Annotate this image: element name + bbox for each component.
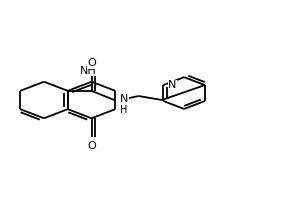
Text: N: N bbox=[120, 94, 128, 104]
Text: H: H bbox=[120, 105, 128, 115]
Text: O: O bbox=[87, 58, 96, 68]
Text: NH: NH bbox=[80, 66, 97, 76]
Text: N: N bbox=[168, 80, 177, 90]
Text: O: O bbox=[87, 141, 96, 151]
